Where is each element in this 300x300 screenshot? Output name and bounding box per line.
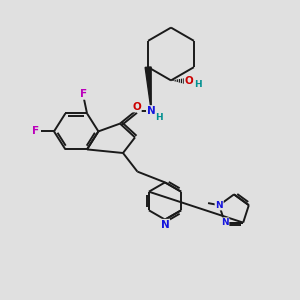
Text: N: N <box>215 201 223 210</box>
Text: F: F <box>80 89 88 99</box>
Text: H: H <box>194 80 202 89</box>
Text: H: H <box>155 113 163 122</box>
Polygon shape <box>145 67 151 111</box>
Text: O: O <box>132 101 141 112</box>
Text: N: N <box>160 220 169 230</box>
Text: N: N <box>147 106 156 116</box>
Text: O: O <box>184 76 194 86</box>
Text: F: F <box>32 126 40 136</box>
Text: N: N <box>221 218 229 227</box>
